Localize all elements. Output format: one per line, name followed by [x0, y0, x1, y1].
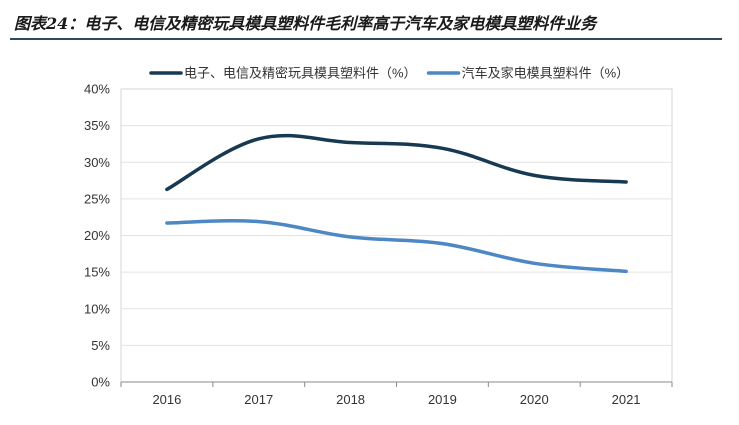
- y-axis: 0% 5% 10% 15% 20% 25% 30% 35% 40%: [84, 82, 110, 390]
- legend-label: 电子、电信及精密玩具模具塑料件（%）: [184, 66, 417, 81]
- series-line-2: [165, 219, 628, 274]
- figure-title: 图表24：电子、电信及精密玩具模具塑料件毛利率高于汽车及家电模具塑料件业务: [14, 14, 597, 33]
- legend-label: 汽车及家电模具塑料件（%）: [462, 66, 630, 81]
- y-tick-label: 10%: [84, 301, 110, 316]
- y-tick-label: 5%: [91, 338, 110, 353]
- y-tick-label: 40%: [84, 82, 110, 97]
- y-tick-label: 0%: [91, 375, 110, 390]
- series-line-1: [165, 133, 628, 192]
- title-rule: [10, 38, 722, 40]
- x-tick-label: 2017: [244, 392, 273, 407]
- x-axis: 2016 2017 2018 2019 2020 2021: [120, 381, 673, 407]
- y-tick-label: 25%: [84, 191, 110, 206]
- x-tick-label: 2018: [336, 392, 365, 407]
- y-tick-label: 30%: [84, 155, 110, 170]
- y-tick-label: 15%: [84, 265, 110, 280]
- x-tick-label: 2019: [428, 392, 457, 407]
- gridlines: [121, 125, 672, 346]
- y-tick-label: 20%: [84, 228, 110, 243]
- legend: 电子、电信及精密玩具模具塑料件（%） 汽车及家电模具塑料件（%）: [149, 66, 630, 81]
- x-tick-label: 2016: [152, 392, 181, 407]
- series-layer: [165, 133, 628, 274]
- x-tick-label: 2021: [612, 392, 641, 407]
- x-tick-label: 2020: [520, 392, 549, 407]
- y-tick-label: 35%: [84, 118, 110, 133]
